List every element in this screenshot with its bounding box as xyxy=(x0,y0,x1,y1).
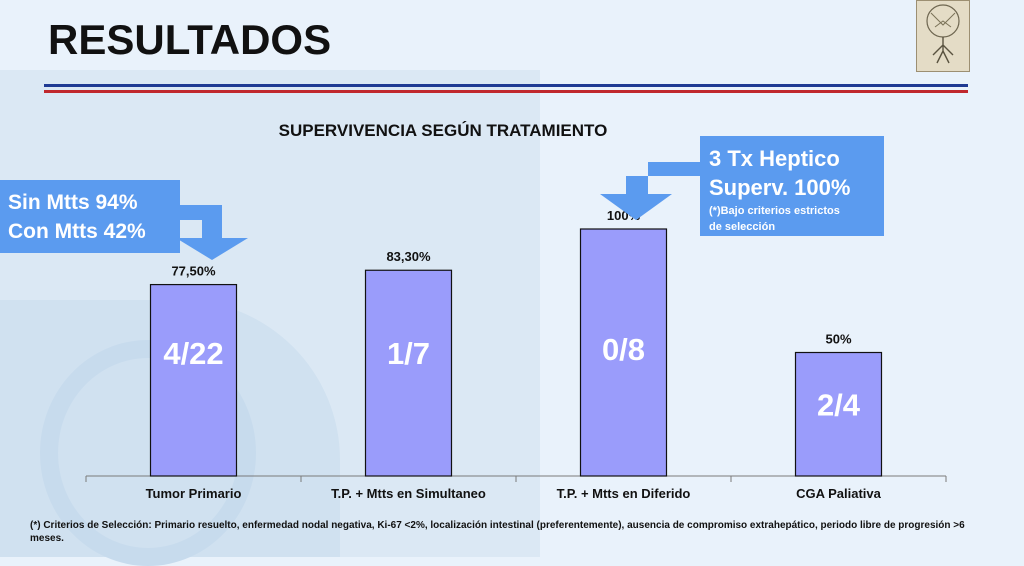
callout-right-line1: 3 Tx Heptico xyxy=(709,146,840,171)
tree-logo-icon xyxy=(916,0,970,72)
title-rule-red xyxy=(44,90,968,93)
category-label: T.P. + Mtts en Diferido xyxy=(557,486,691,501)
bar-inner-label: 4/22 xyxy=(163,336,223,371)
callout-right: 3 Tx Heptico Superv. 100% (*)Bajo criter… xyxy=(700,136,884,236)
callout-left-line2: Con Mtts 42% xyxy=(8,220,146,243)
callout-left-line1: Sin Mtts 94% xyxy=(8,191,138,214)
category-label: CGA Paliativa xyxy=(796,486,882,501)
bar xyxy=(149,283,238,477)
bar-data-label: 77,50% xyxy=(171,264,216,279)
callout-left-arrow-icon xyxy=(176,205,248,260)
bar-data-label: 50% xyxy=(825,332,851,347)
category-label: Tumor Primario xyxy=(146,486,242,501)
footnote: (*) Criterios de Selección: Primario res… xyxy=(30,520,965,544)
callout-right-note1: (*)Bajo criterios estrictos xyxy=(709,205,840,217)
bar-inner-label: 2/4 xyxy=(817,387,861,422)
bar-data-label: 83,30% xyxy=(386,249,431,264)
chart-title: SUPERVIVENCIA SEGÚN TRATAMIENTO xyxy=(278,121,608,140)
title-rule-blue xyxy=(44,84,968,87)
callout-right-arrow-icon xyxy=(600,162,700,220)
bar xyxy=(794,351,883,477)
callout-left: Sin Mtts 94% Con Mtts 42% xyxy=(0,180,180,253)
category-label: T.P. + Mtts en Simultaneo xyxy=(331,486,486,501)
callout-right-note2: de selección xyxy=(709,221,776,233)
bar xyxy=(364,269,453,477)
bar-inner-label: 1/7 xyxy=(387,336,430,371)
slide-title: RESULTADOS xyxy=(48,16,332,63)
bar xyxy=(579,228,668,477)
callout-right-line2: Superv. 100% xyxy=(709,175,851,200)
bar-inner-label: 0/8 xyxy=(602,332,645,367)
